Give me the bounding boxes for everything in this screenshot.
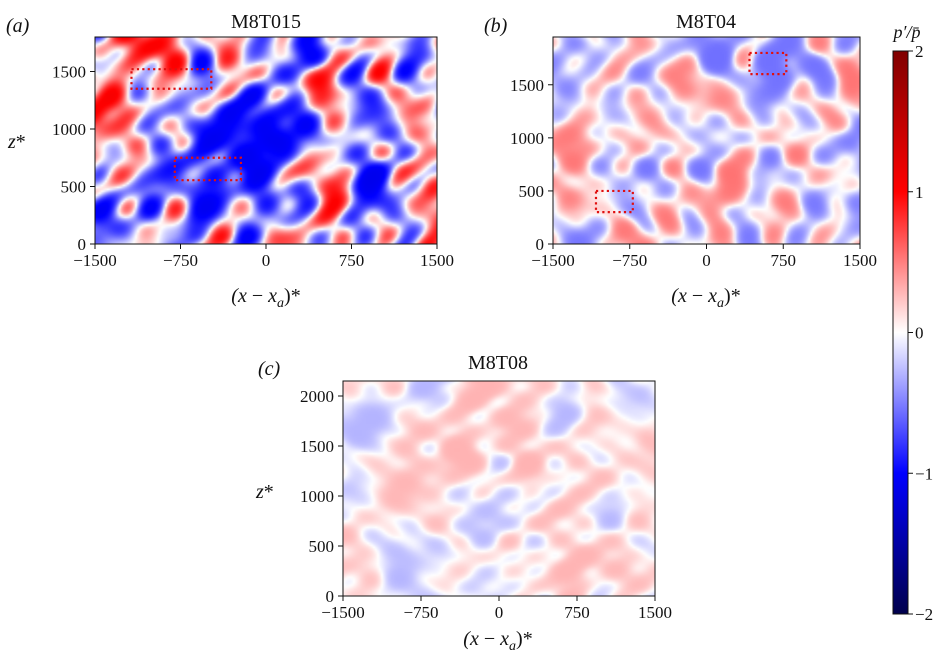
panel-c-ytick-label: 2000 — [300, 387, 334, 406]
colorbar-tick-label: −2 — [915, 605, 933, 624]
panel-c-xtick-label: 0 — [495, 603, 504, 622]
panel-a-xtick-label: −1500 — [73, 251, 117, 270]
panel-a-highlight-boxes — [130, 68, 243, 182]
panel-c-ytick-label: 0 — [326, 587, 335, 606]
panel-c-ytick-label: 500 — [309, 537, 335, 556]
panel-a-highlight-box — [173, 156, 243, 182]
panel-c-x-ticks: −1500 −750 0 750 1500 — [321, 596, 672, 622]
panel-c-xtick-label: 1500 — [638, 603, 672, 622]
colorbar-gradient — [893, 51, 908, 614]
colorbar: p′/p̄ 2 1 0 −1 −2 — [892, 22, 934, 624]
panel-b-ytick-label: 0 — [536, 235, 545, 254]
panel-b-xtick-label: 1500 — [843, 251, 877, 270]
colorbar-tick-label: 0 — [915, 324, 924, 343]
panel-b-xtick-label: −750 — [612, 251, 647, 270]
panel-b-highlight-box — [594, 189, 634, 214]
panel-c-letter: (c) — [258, 358, 281, 380]
panel-c-heatmap — [343, 381, 655, 596]
panel-c-xtick-label: −1500 — [321, 603, 365, 622]
panel-a-x-ticks: −1500 −750 0 750 1500 — [73, 244, 454, 270]
colorbar-tick-label: −1 — [915, 464, 933, 483]
panel-a-ytick-label: 500 — [61, 178, 87, 197]
panel-b-xtick-label: −1500 — [531, 251, 575, 270]
panel-a-y-ticks: 0 500 1000 1500 — [52, 63, 95, 254]
panel-a-ytick-label: 1500 — [52, 63, 86, 82]
panel-b-xlabel: (x − xa)* — [671, 285, 740, 311]
panel-c-xtick-label: 750 — [564, 603, 590, 622]
panel-a-ytick-label: 0 — [78, 235, 87, 254]
colorbar-tick-label: 2 — [915, 42, 924, 61]
colorbar-tick-label: 1 — [915, 183, 924, 202]
panel-b-x-ticks: −1500 −750 0 750 1500 — [531, 244, 877, 270]
panel-b-xtick-label: 750 — [771, 251, 797, 270]
panel-c-xtick-label: −750 — [403, 603, 438, 622]
panel-b-y-ticks: 0 500 1000 1500 — [510, 76, 553, 254]
panel-a-title: M8T015 — [231, 11, 301, 33]
panel-c-ylabel: z* — [255, 481, 274, 503]
panel-a-xtick-label: −750 — [163, 251, 198, 270]
panel-a-letter: (a) — [6, 15, 30, 37]
panel-c-ytick-label: 1000 — [300, 487, 334, 506]
colorbar-label: p′/p̄ — [892, 22, 921, 42]
panel-c-y-ticks: 0 500 1000 1500 2000 — [300, 387, 343, 606]
panel-b-heatmap — [553, 37, 860, 244]
panel-b-letter: (b) — [484, 15, 508, 37]
panel-a-highlight-box — [130, 68, 213, 90]
panel-a-ytick-label: 1000 — [52, 120, 86, 139]
panel-a-xlabel: (x − xa)* — [231, 285, 300, 311]
panel-c: (c) M8T08 −1500 −750 0 750 1500 0 500 1000 1500… — [255, 352, 672, 654]
panel-c-title: M8T08 — [468, 352, 528, 374]
panel-a-xtick-label: 750 — [339, 251, 365, 270]
panel-a-ylabel: z* — [7, 131, 26, 153]
panel-c-xlabel: (x − xa)* — [463, 628, 532, 654]
panel-c-ytick-label: 1500 — [300, 437, 334, 456]
panel-a-xtick-label: 0 — [262, 251, 271, 270]
panel-b-xtick-label: 0 — [702, 251, 711, 270]
panel-b-ytick-label: 1500 — [510, 76, 544, 95]
colorbar-ticks: 2 1 0 −1 −2 — [908, 42, 933, 624]
panel-b-highlight-box — [748, 51, 788, 76]
panel-b-title: M8T04 — [676, 11, 736, 33]
panel-b-ytick-label: 1000 — [510, 129, 544, 148]
panel-b: (b) M8T04 −1500 −750 0 750 1500 0 500 1000 1500… — [484, 11, 877, 311]
panel-a-xtick-label: 1500 — [420, 251, 454, 270]
panel-a-heatmap — [95, 37, 437, 244]
panel-b-highlight-boxes — [594, 51, 788, 214]
panel-a: (a) M8T015 −1500 −750 0 750 1500 0 500 1000 150… — [6, 11, 454, 311]
panel-b-ytick-label: 500 — [519, 182, 545, 201]
